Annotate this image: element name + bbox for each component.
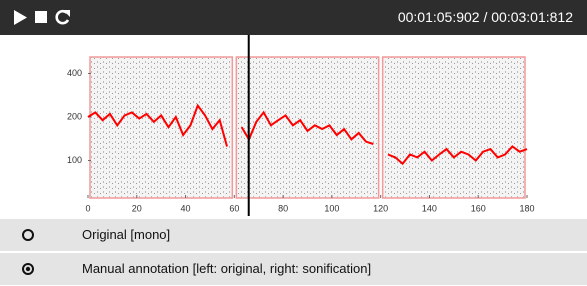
- option-label: Manual annotation [left: original, right…: [82, 261, 371, 276]
- x-tick-label: 140: [422, 203, 437, 213]
- x-tick-label: 160: [471, 203, 486, 213]
- x-tick-label: 80: [278, 203, 288, 213]
- radio-dot: [26, 267, 30, 271]
- x-tick-label: 120: [373, 203, 388, 213]
- segment-panel: [236, 57, 378, 198]
- x-tick-label: 0: [85, 203, 90, 213]
- x-tick-label: 20: [132, 203, 142, 213]
- radio-ring: [23, 230, 33, 240]
- option-row[interactable]: Original [mono]: [0, 219, 587, 251]
- y-tick-label: 200: [67, 111, 82, 121]
- radio[interactable]: [21, 228, 35, 242]
- option-label: Original [mono]: [82, 227, 170, 242]
- y-tick-label: 400: [67, 68, 82, 78]
- x-tick-label: 40: [181, 203, 191, 213]
- x-tick-label: 180: [519, 203, 534, 213]
- x-tick-label: 60: [229, 203, 239, 213]
- segment-panel: [383, 57, 525, 198]
- chart: 100 200 400 0 20 40 60 80 100 120 140 160 180: [0, 0, 587, 220]
- page: 00:01:05:902 / 00:03:01:812 100200400020…: [0, 0, 587, 286]
- x-tick-label: 100: [324, 203, 339, 213]
- radio[interactable]: [21, 262, 35, 276]
- y-tick-label: 100: [67, 155, 82, 165]
- option-row[interactable]: Manual annotation [left: original, right…: [0, 253, 587, 285]
